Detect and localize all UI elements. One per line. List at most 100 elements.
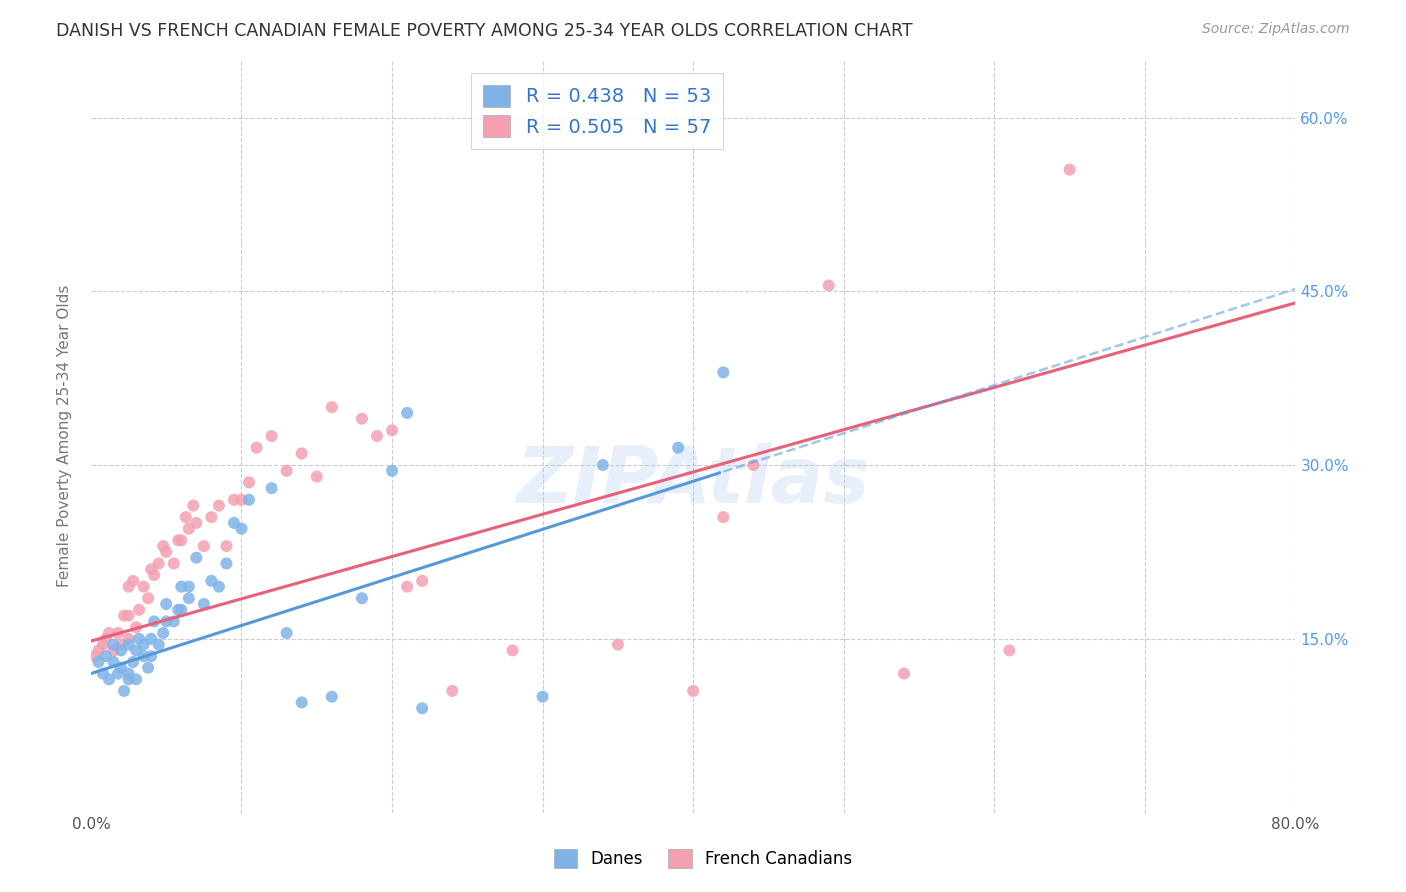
Point <box>112 608 135 623</box>
Point <box>117 638 139 652</box>
Point <box>238 475 260 490</box>
Point <box>742 458 765 472</box>
Point <box>117 666 139 681</box>
Point <box>181 499 204 513</box>
Point <box>711 510 734 524</box>
Point <box>186 550 208 565</box>
Point <box>87 655 110 669</box>
Point <box>276 464 298 478</box>
Point <box>208 580 231 594</box>
Point <box>163 615 186 629</box>
Point <box>128 632 150 646</box>
Point <box>117 632 139 646</box>
Point <box>132 649 155 664</box>
Point <box>125 620 148 634</box>
Point <box>112 684 135 698</box>
Point <box>711 365 734 379</box>
Point <box>441 684 464 698</box>
Point <box>682 684 704 698</box>
Point <box>170 533 193 548</box>
Point <box>107 666 129 681</box>
Point <box>231 492 253 507</box>
Point <box>1059 162 1081 177</box>
Legend: Danes, French Canadians: Danes, French Canadians <box>547 842 859 875</box>
Point <box>305 469 328 483</box>
Point <box>132 638 155 652</box>
Point <box>117 580 139 594</box>
Point <box>531 690 554 704</box>
Point <box>141 562 163 576</box>
Point <box>122 574 145 588</box>
Text: ZIPAtlas: ZIPAtlas <box>516 443 870 519</box>
Point <box>155 545 177 559</box>
Point <box>238 492 260 507</box>
Point <box>177 522 200 536</box>
Point <box>260 429 283 443</box>
Point <box>366 429 388 443</box>
Point <box>350 591 373 606</box>
Point <box>215 539 238 553</box>
Point <box>321 400 343 414</box>
Point <box>103 643 125 657</box>
Point <box>141 632 163 646</box>
Point <box>125 673 148 687</box>
Point <box>208 499 231 513</box>
Point <box>186 516 208 530</box>
Point <box>291 696 314 710</box>
Point <box>200 574 222 588</box>
Point <box>174 510 197 524</box>
Point <box>193 597 215 611</box>
Point <box>110 638 132 652</box>
Point <box>666 441 689 455</box>
Point <box>170 603 193 617</box>
Point <box>260 481 283 495</box>
Point <box>143 568 166 582</box>
Point <box>143 615 166 629</box>
Point <box>177 580 200 594</box>
Point <box>94 649 117 664</box>
Point <box>200 510 222 524</box>
Point <box>193 539 215 553</box>
Point <box>222 516 245 530</box>
Point <box>128 603 150 617</box>
Point <box>117 608 139 623</box>
Legend: R = 0.438   N = 53, R = 0.505   N = 57: R = 0.438 N = 53, R = 0.505 N = 57 <box>471 73 723 149</box>
Point <box>152 539 174 553</box>
Point <box>231 522 253 536</box>
Point <box>110 643 132 657</box>
Point <box>94 632 117 646</box>
Point <box>107 626 129 640</box>
Point <box>84 649 107 664</box>
Point <box>893 666 915 681</box>
Point <box>103 655 125 669</box>
Point <box>91 666 114 681</box>
Point <box>98 673 121 687</box>
Point <box>152 626 174 640</box>
Point <box>411 701 433 715</box>
Point <box>155 615 177 629</box>
Point <box>110 661 132 675</box>
Point <box>502 643 524 657</box>
Point <box>136 661 159 675</box>
Point <box>163 557 186 571</box>
Point <box>132 580 155 594</box>
Point <box>136 591 159 606</box>
Point <box>396 406 419 420</box>
Point <box>91 638 114 652</box>
Point <box>125 643 148 657</box>
Point <box>117 673 139 687</box>
Point <box>396 580 419 594</box>
Text: DANISH VS FRENCH CANADIAN FEMALE POVERTY AMONG 25-34 YEAR OLDS CORRELATION CHART: DANISH VS FRENCH CANADIAN FEMALE POVERTY… <box>56 22 912 40</box>
Point <box>592 458 614 472</box>
Point <box>245 441 267 455</box>
Point <box>381 423 404 437</box>
Point <box>381 464 404 478</box>
Point <box>103 638 125 652</box>
Point <box>817 278 839 293</box>
Point <box>148 557 170 571</box>
Point <box>215 557 238 571</box>
Point <box>167 603 190 617</box>
Point <box>167 533 190 548</box>
Point <box>998 643 1021 657</box>
Point <box>155 597 177 611</box>
